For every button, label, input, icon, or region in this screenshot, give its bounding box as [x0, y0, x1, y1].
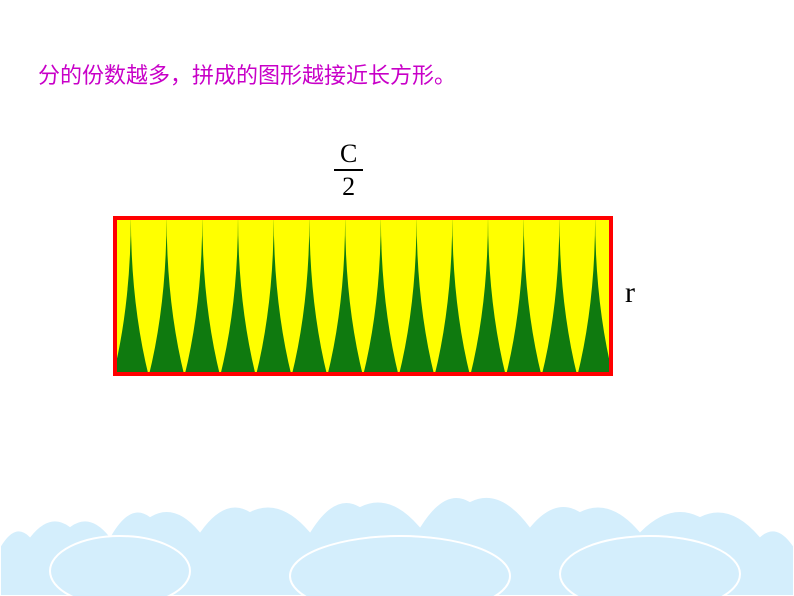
heading-text: 分的份数越多，拼成的图形越接近长方形。 [38, 58, 456, 90]
fraction-numerator: C [334, 140, 363, 171]
circle-sector-rectangle-diagram [113, 216, 613, 376]
radius-label: r [625, 276, 635, 310]
fraction-c-over-2: C 2 [334, 140, 363, 201]
fraction-denominator: 2 [334, 171, 363, 202]
cloud-decoration [0, 476, 794, 596]
